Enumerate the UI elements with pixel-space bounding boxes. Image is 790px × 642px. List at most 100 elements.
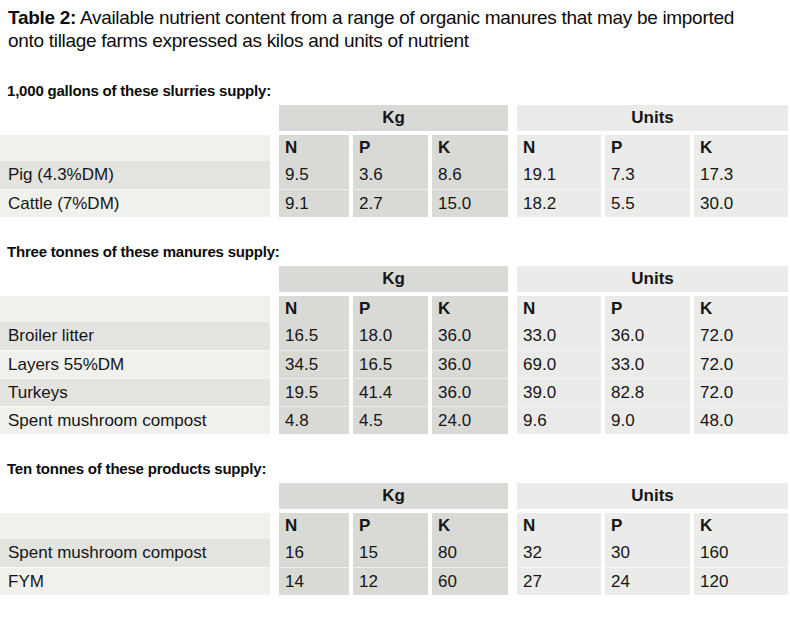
- document-page: Table 2: Available nutrient content from…: [0, 0, 790, 595]
- col-header-kg-k: K: [432, 135, 508, 161]
- col-header-kg-k: K: [432, 513, 508, 539]
- cell-units-n: 33.0: [517, 322, 601, 350]
- col-header-units-p: P: [605, 296, 690, 322]
- header-spacer: [0, 483, 279, 509]
- cell-kg-n: 9.1: [279, 189, 349, 217]
- subheader-spacer: [0, 513, 270, 539]
- cell-kg-n: 9.5: [279, 161, 349, 189]
- col-group-units: Units: [517, 266, 788, 292]
- cell-kg-p: 3.6: [353, 161, 428, 189]
- cell-units-p: 30: [605, 539, 690, 567]
- cell-units-k: 72.0: [694, 322, 788, 350]
- cell-kg-n: 34.5: [279, 350, 349, 378]
- table-title: Table 2: Available nutrient content from…: [8, 6, 760, 52]
- cell-units-n: 39.0: [517, 378, 601, 406]
- section-products: Ten tonnes of these products supply: Kg …: [0, 460, 790, 595]
- col-header-kg-k: K: [432, 296, 508, 322]
- section-heading: Ten tonnes of these products supply:: [7, 460, 790, 477]
- row-label: Spent mushroom compost: [0, 406, 270, 434]
- cell-units-p: 36.0: [605, 322, 690, 350]
- cell-kg-k: 36.0: [432, 350, 508, 378]
- col-header-kg-n: N: [279, 135, 349, 161]
- row-label: Turkeys: [0, 378, 270, 406]
- row-label: Broiler litter: [0, 322, 270, 350]
- cell-units-k: 48.0: [694, 406, 788, 434]
- cell-kg-k: 80: [432, 539, 508, 567]
- cell-units-p: 9.0: [605, 406, 690, 434]
- cell-kg-p: 41.4: [353, 378, 428, 406]
- col-group-kg: Kg: [279, 105, 508, 131]
- subheader-spacer: [0, 135, 270, 161]
- table-row: FYM 14 12 60 27 24 120: [0, 567, 790, 595]
- row-label: Layers 55%DM: [0, 350, 270, 378]
- row-label: Cattle (7%DM): [0, 189, 270, 217]
- col-header-units-n: N: [517, 296, 601, 322]
- cell-units-p: 33.0: [605, 350, 690, 378]
- cell-kg-k: 36.0: [432, 378, 508, 406]
- subheader-row: N P K N P K: [0, 135, 790, 161]
- table-row: Cattle (7%DM) 9.1 2.7 15.0 18.2 5.5 30.0: [0, 189, 790, 217]
- header-spacer: [0, 105, 279, 131]
- cell-kg-n: 16: [279, 539, 349, 567]
- col-header-units-p: P: [605, 135, 690, 161]
- col-header-units-k: K: [694, 135, 788, 161]
- cell-units-n: 9.6: [517, 406, 601, 434]
- table-row: Turkeys 19.5 41.4 36.0 39.0 82.8 72.0: [0, 378, 790, 406]
- section-heading: 1,000 gallons of these slurries supply:: [7, 82, 790, 99]
- cell-kg-p: 12: [353, 567, 428, 595]
- cell-units-n: 19.1: [517, 161, 601, 189]
- cell-units-k: 17.3: [694, 161, 788, 189]
- cell-units-k: 160: [694, 539, 788, 567]
- col-header-kg-n: N: [279, 513, 349, 539]
- cell-kg-p: 2.7: [353, 189, 428, 217]
- cell-kg-k: 8.6: [432, 161, 508, 189]
- subheader-row: N P K N P K: [0, 513, 790, 539]
- row-label: Spent mushroom compost: [0, 539, 270, 567]
- cell-units-n: 32: [517, 539, 601, 567]
- table-row: Broiler litter 16.5 18.0 36.0 33.0 36.0 …: [0, 322, 790, 350]
- cell-units-k: 72.0: [694, 378, 788, 406]
- cell-kg-n: 14: [279, 567, 349, 595]
- row-label: Pig (4.3%DM): [0, 161, 270, 189]
- col-header-kg-p: P: [353, 513, 428, 539]
- col-header-units-n: N: [517, 513, 601, 539]
- cell-kg-k: 15.0: [432, 189, 508, 217]
- table-row: Pig (4.3%DM) 9.5 3.6 8.6 19.1 7.3 17.3: [0, 161, 790, 189]
- col-header-kg-p: P: [353, 296, 428, 322]
- cell-units-p: 24: [605, 567, 690, 595]
- col-header-units-k: K: [694, 513, 788, 539]
- cell-units-n: 18.2: [517, 189, 601, 217]
- section-slurries: 1,000 gallons of these slurries supply: …: [0, 82, 790, 217]
- col-group-kg: Kg: [279, 483, 508, 509]
- table-row: Spent mushroom compost 4.8 4.5 24.0 9.6 …: [0, 406, 790, 434]
- cell-units-k: 120: [694, 567, 788, 595]
- cell-kg-k: 60: [432, 567, 508, 595]
- col-group-units: Units: [517, 105, 788, 131]
- col-header-units-k: K: [694, 296, 788, 322]
- table-title-prefix: Table 2:: [8, 7, 76, 28]
- col-header-units-n: N: [517, 135, 601, 161]
- subheader-spacer: [0, 296, 270, 322]
- section-heading: Three tonnes of these manures supply:: [7, 243, 790, 260]
- group-header-row: Kg Units: [0, 105, 790, 131]
- col-header-units-p: P: [605, 513, 690, 539]
- table-row: Layers 55%DM 34.5 16.5 36.0 69.0 33.0 72…: [0, 350, 790, 378]
- table-row: Spent mushroom compost 16 15 80 32 30 16…: [0, 539, 790, 567]
- col-header-kg-p: P: [353, 135, 428, 161]
- cell-kg-k: 24.0: [432, 406, 508, 434]
- cell-kg-p: 18.0: [353, 322, 428, 350]
- table-title-text: Available nutrient content from a range …: [8, 7, 734, 51]
- cell-kg-p: 15: [353, 539, 428, 567]
- cell-units-n: 69.0: [517, 350, 601, 378]
- cell-kg-n: 16.5: [279, 322, 349, 350]
- group-header-row: Kg Units: [0, 266, 790, 292]
- cell-units-p: 82.8: [605, 378, 690, 406]
- group-header-row: Kg Units: [0, 483, 790, 509]
- cell-units-p: 5.5: [605, 189, 690, 217]
- cell-kg-p: 4.5: [353, 406, 428, 434]
- cell-kg-n: 4.8: [279, 406, 349, 434]
- row-label: FYM: [0, 567, 270, 595]
- cell-kg-k: 36.0: [432, 322, 508, 350]
- header-spacer: [0, 266, 279, 292]
- col-group-kg: Kg: [279, 266, 508, 292]
